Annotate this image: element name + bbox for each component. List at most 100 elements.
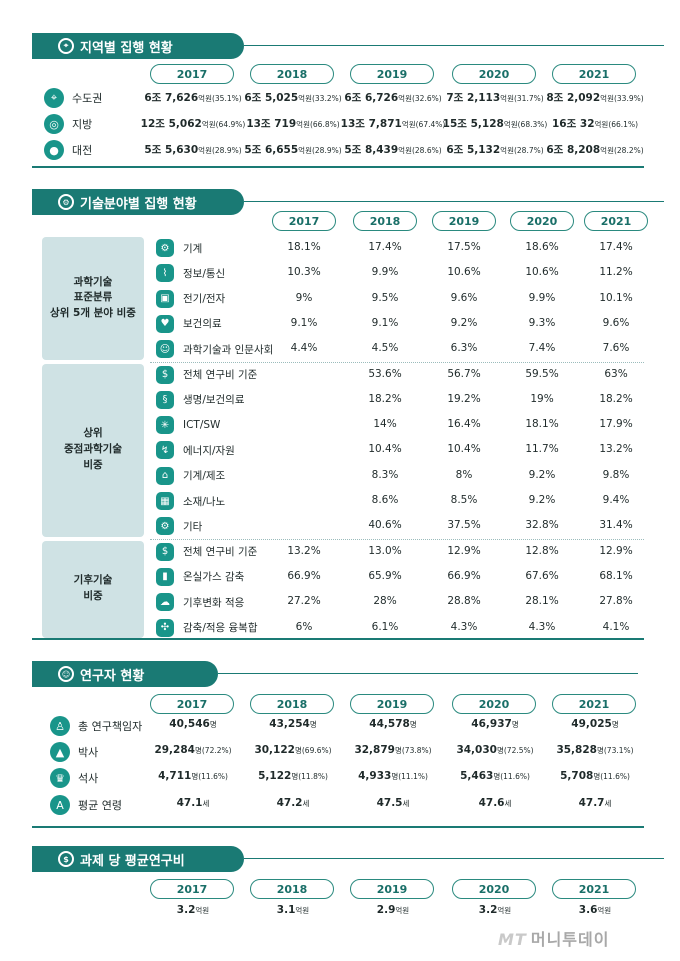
percent-cell: 10.1%	[599, 291, 633, 304]
value-unit: 억원	[298, 94, 312, 103]
row-label-text: 총 연구책임자	[78, 720, 143, 733]
percent-cell: 10.4%	[447, 443, 481, 456]
percent-cell: 9%	[295, 291, 313, 304]
row-label-text: 대전	[72, 144, 93, 157]
value-number: 35,828	[556, 744, 597, 756]
value-number: 6조 5,132	[446, 144, 501, 156]
value-number: 13조 7,871	[340, 118, 402, 130]
row-label-text: 에너지/자원	[183, 444, 235, 457]
value-number: 6조 7,626	[144, 92, 199, 104]
value-cell: 5,463명(11.6%)	[440, 770, 550, 786]
percent-cell: 63%	[604, 367, 628, 380]
value-percent: (28.9%)	[211, 146, 242, 155]
location-icon: ⌖	[58, 38, 74, 54]
percent-cell: 18.1%	[525, 418, 559, 431]
value-percent: (64.9%)	[215, 120, 246, 129]
value-cell: 5조 8,439억원(28.6%)	[338, 142, 448, 158]
value-cell: 6조 5,132억원(28.7%)	[440, 142, 550, 158]
percent-cell: 19.2%	[447, 392, 481, 405]
value-cell: 43,254명	[238, 718, 348, 734]
row-label: ✳ ICT/SW	[156, 414, 220, 436]
percent-cell: 10.4%	[368, 443, 402, 456]
section-divider	[32, 826, 644, 828]
chip-icon: ▣	[156, 289, 174, 308]
year-header: 2018	[353, 211, 417, 231]
value-percent: (33.9%)	[613, 94, 644, 103]
value-percent: (35.1%)	[211, 94, 242, 103]
percent-cell: 9.9%	[528, 291, 556, 304]
row-label: ✣ 감축/적응 융복합	[156, 617, 258, 639]
value-unit: 억원	[395, 906, 410, 915]
row-label-text: 소재/나노	[183, 495, 226, 508]
percent-cell: 16.4%	[447, 418, 481, 431]
value-percent: (66.1%)	[608, 120, 639, 129]
percent-cell: 9.6%	[602, 316, 630, 329]
category-label: 과학기술 표준분류 상위 5개 분야 비중	[42, 237, 144, 360]
percent-cell: 4.5%	[371, 342, 399, 355]
row-label: ⌂ 기계/제조	[156, 465, 225, 487]
value-percent: (28.2%)	[613, 146, 644, 155]
value-number: 49,025	[571, 718, 612, 730]
gear-icon: ⚙	[58, 194, 74, 210]
value-cell: 3.6억원	[540, 904, 650, 920]
value-cell: 13조 719억원(66.8%)	[238, 116, 348, 132]
percent-cell: 17.4%	[368, 241, 402, 253]
value-percent: (11.8%)	[298, 772, 328, 781]
row-label: ▦ 소재/나노	[156, 490, 225, 512]
value-cell: 29,284명(72.2%)	[138, 744, 248, 760]
value-percent: (72.2%)	[201, 746, 232, 755]
percent-cell: 12.8%	[525, 544, 559, 557]
coin-stack-icon: $	[58, 851, 74, 867]
percent-cell: 13.2%	[599, 443, 633, 456]
row-label: § 생명/보건의료	[156, 389, 245, 411]
percent-cell: 4.4%	[290, 342, 318, 355]
value-number: 40,546	[169, 718, 210, 730]
value-cell: 49,025명	[540, 718, 650, 734]
percent-cell: 7.6%	[602, 342, 630, 355]
value-unit: 명	[191, 772, 199, 781]
value-cell: 16조 32억원(66.1%)	[540, 116, 650, 132]
row-label: ● 대전	[44, 139, 92, 161]
row-label: ⌖ 수도권	[44, 87, 102, 109]
percent-cell: 18.1%	[287, 241, 321, 253]
value-cell: 5,122명(11.8%)	[238, 770, 348, 786]
value-number: 47.1	[176, 797, 203, 809]
value-unit: 억원	[398, 146, 412, 155]
value-unit: 명	[194, 746, 202, 755]
value-unit: 명	[291, 772, 299, 781]
group-divider	[150, 538, 644, 540]
value-unit: 세	[402, 799, 410, 808]
value-unit: 세	[202, 799, 210, 808]
year-header: 2019	[432, 211, 496, 231]
value-cell: 3.2억원	[138, 904, 248, 920]
value-cell: 2.9억원	[338, 904, 448, 920]
value-percent: (11.6%)	[198, 772, 228, 781]
value-cell: 30,122명(69.6%)	[238, 744, 348, 760]
value-percent: (31.7%)	[513, 94, 544, 103]
percent-cell: 9.4%	[602, 494, 630, 506]
value-unit: 억원	[298, 146, 312, 155]
category-label: 기후기술 비중	[42, 540, 144, 638]
row-label: ◎ 지방	[44, 113, 92, 135]
value-unit: 명	[309, 720, 317, 729]
value-unit: 세	[604, 799, 612, 808]
value-unit: 억원	[500, 146, 514, 155]
value-unit: 억원	[503, 120, 518, 129]
value-number: 4,933	[358, 770, 392, 782]
row-label: ⚙ 기타	[156, 515, 202, 537]
row-label-text: 평균 연령	[78, 799, 122, 812]
row-label: A 평균 연령	[50, 794, 122, 816]
health-icon: ♥	[156, 314, 174, 333]
value-percent: (73.8%)	[401, 746, 432, 755]
value-percent: (28.9%)	[311, 146, 342, 155]
value-number: 6조 8,208	[546, 144, 601, 156]
year-header: 2017	[150, 64, 234, 84]
factory-icon: ⌂	[156, 466, 174, 485]
row-label-text: 전체 연구비 기준	[183, 369, 258, 381]
percent-cell: 31.4%	[599, 519, 633, 532]
value-percent: (33.2%)	[311, 94, 342, 103]
value-cell: 47.1세	[138, 797, 248, 813]
value-number: 47.2	[276, 797, 303, 809]
percent-cell: 66.9%	[447, 569, 481, 582]
value-number: 5조 8,439	[344, 144, 399, 156]
